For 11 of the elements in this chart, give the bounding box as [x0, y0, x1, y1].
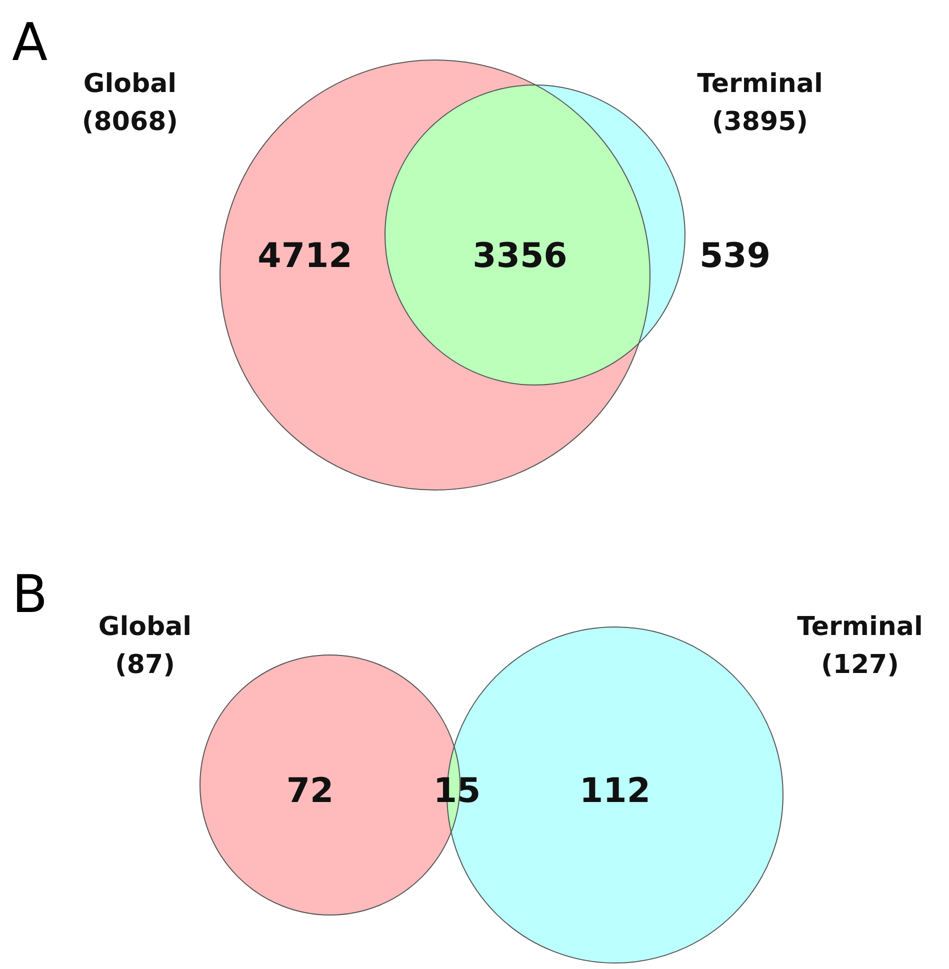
data-label: 4712: [258, 236, 352, 276]
text: Terminal (3895): [697, 69, 823, 137]
data-label: 3356: [472, 236, 568, 276]
data-label: 72: [286, 770, 334, 811]
data-label: 539: [700, 236, 770, 276]
data-label: 112: [580, 770, 650, 811]
text: A: [12, 13, 48, 73]
text: B: [12, 565, 48, 625]
text: Global (8068): [82, 69, 178, 137]
text: Terminal (127): [797, 612, 923, 680]
text: Global (87): [98, 612, 192, 680]
